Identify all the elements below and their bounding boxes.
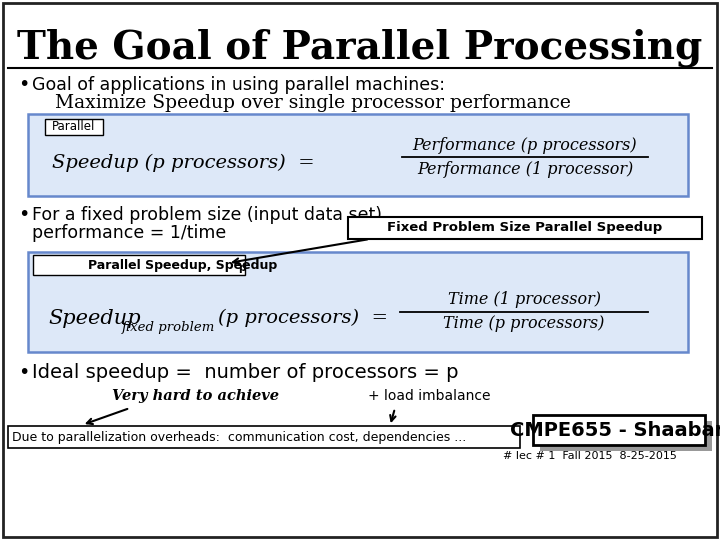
Bar <box>348 217 702 239</box>
Bar <box>33 255 245 275</box>
Text: Time (p processors): Time (p processors) <box>444 315 605 333</box>
Text: Parallel Speedup, Speedup: Parallel Speedup, Speedup <box>88 259 277 272</box>
Text: Speedup (p processors)  =: Speedup (p processors) = <box>52 154 315 172</box>
Text: Fixed Problem Size Parallel Speedup: Fixed Problem Size Parallel Speedup <box>387 221 662 234</box>
Text: For a fixed problem size (input data set),: For a fixed problem size (input data set… <box>32 206 387 224</box>
Bar <box>45 119 103 135</box>
Text: performance = 1/time: performance = 1/time <box>32 224 226 242</box>
Bar <box>28 252 688 352</box>
Text: Due to parallelization overheads:  communication cost, dependencies ...: Due to parallelization overheads: commun… <box>12 430 467 443</box>
Bar <box>28 114 688 196</box>
Text: (p processors)  =: (p processors) = <box>218 309 388 327</box>
Text: Maximize Speedup over single processor performance: Maximize Speedup over single processor p… <box>55 94 571 112</box>
Text: The Goal of Parallel Processing: The Goal of Parallel Processing <box>17 29 703 68</box>
Bar <box>540 421 712 451</box>
Text: •: • <box>18 206 30 225</box>
Text: # lec # 1  Fall 2015  8-25-2015: # lec # 1 Fall 2015 8-25-2015 <box>503 451 677 461</box>
Text: p: p <box>238 263 246 273</box>
Text: Performance (1 processor): Performance (1 processor) <box>417 160 633 178</box>
Text: + load imbalance: + load imbalance <box>368 389 490 403</box>
Text: Performance (p processors): Performance (p processors) <box>413 138 637 154</box>
Text: fixed problem: fixed problem <box>122 321 215 334</box>
Bar <box>8 426 520 448</box>
Text: Very hard to achieve: Very hard to achieve <box>112 389 279 403</box>
Text: CMPE655 - Shaaban: CMPE655 - Shaaban <box>510 421 720 440</box>
Text: Goal of applications in using parallel machines:: Goal of applications in using parallel m… <box>32 76 445 94</box>
Text: •: • <box>18 362 30 381</box>
Text: Parallel: Parallel <box>53 120 96 133</box>
Text: Speedup: Speedup <box>48 308 140 327</box>
Text: Ideal speedup =  number of processors = p: Ideal speedup = number of processors = p <box>32 362 459 381</box>
Text: •: • <box>18 76 30 94</box>
Text: Time (1 processor): Time (1 processor) <box>448 292 600 308</box>
Bar <box>533 415 705 445</box>
